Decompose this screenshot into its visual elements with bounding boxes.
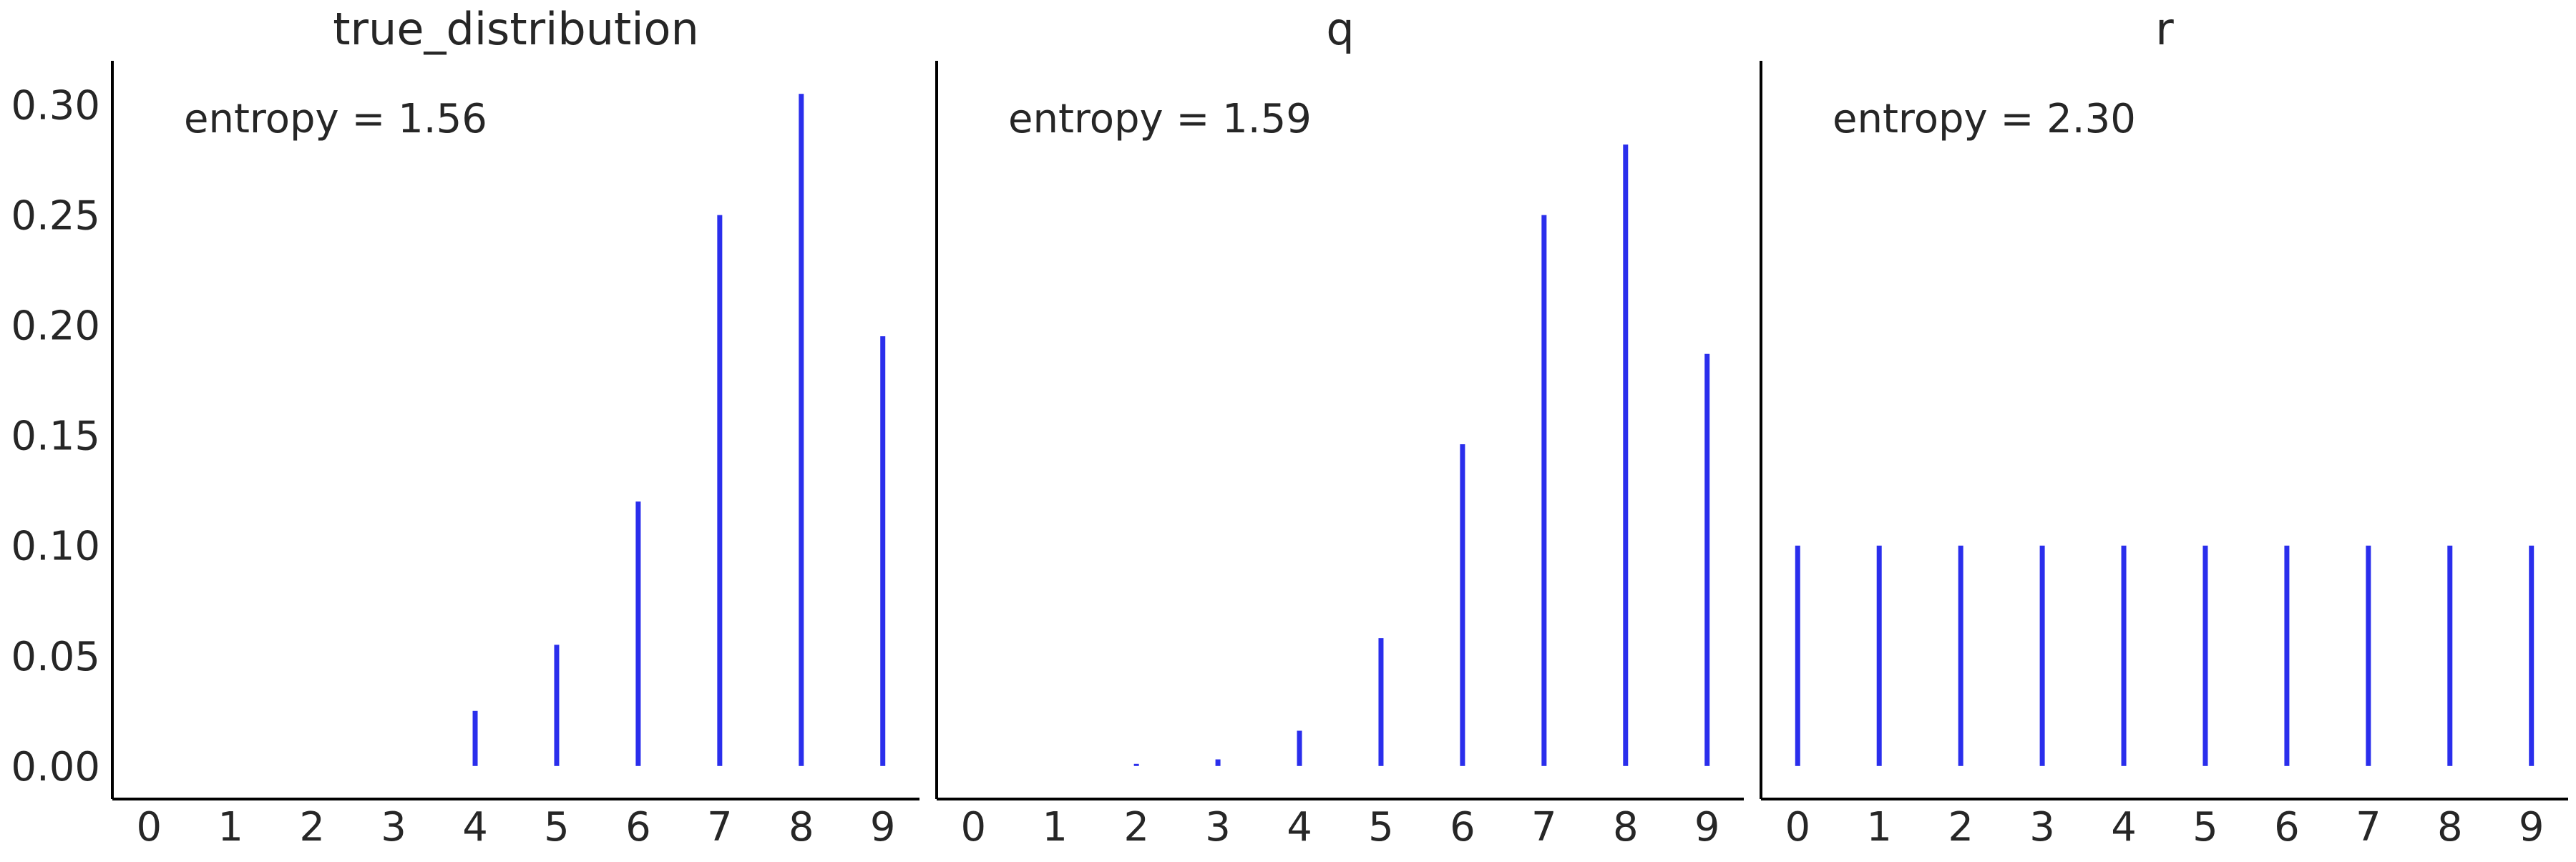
- bar: [1297, 730, 1302, 766]
- panel-title: q: [1326, 3, 1354, 55]
- panel-title: true_distribution: [333, 3, 699, 55]
- x-tick-label: 3: [2029, 804, 2055, 851]
- bar: [2284, 545, 2290, 766]
- bar: [2366, 545, 2371, 766]
- x-tick-label: 9: [870, 804, 896, 851]
- y-tick-label: 0.00: [11, 744, 100, 790]
- y-tick-label: 0.30: [11, 83, 100, 129]
- x-tick-label: 5: [544, 804, 570, 851]
- x-tick-label: 6: [1450, 804, 1475, 851]
- bar: [1215, 759, 1221, 766]
- entropy-annotation: entropy = 1.56: [184, 96, 487, 142]
- x-tick-label: 3: [1205, 804, 1231, 851]
- bar: [1541, 215, 1547, 766]
- x-tick-label: 9: [2519, 804, 2545, 851]
- bar: [2529, 545, 2534, 766]
- x-tick-label: 8: [2437, 804, 2463, 851]
- bar: [1704, 353, 1710, 766]
- x-tick-label: 8: [1613, 804, 1639, 851]
- x-tick-label: 1: [1042, 804, 1068, 851]
- bar: [717, 215, 723, 766]
- bar: [1623, 145, 1629, 766]
- y-tick-label: 0.20: [11, 303, 100, 350]
- x-tick-label: 2: [1948, 804, 1974, 851]
- x-tick-label: 2: [1123, 804, 1149, 851]
- bar: [880, 336, 886, 766]
- y-tick-label: 0.15: [11, 413, 100, 460]
- x-tick-label: 7: [1531, 804, 1557, 851]
- x-tick-label: 1: [218, 804, 243, 851]
- x-tick-label: 1: [1866, 804, 1892, 851]
- x-tick-label: 2: [299, 804, 325, 851]
- bar: [799, 94, 804, 766]
- entropy-annotation: entropy = 2.30: [1833, 96, 2136, 142]
- bar: [2447, 545, 2453, 766]
- bar: [2121, 545, 2127, 766]
- x-tick-label: 6: [625, 804, 651, 851]
- bar: [1795, 545, 1800, 766]
- bar: [635, 501, 641, 766]
- x-tick-label: 7: [2356, 804, 2381, 851]
- x-tick-label: 0: [1785, 804, 1810, 851]
- bar: [554, 645, 560, 766]
- x-tick-label: 8: [789, 804, 814, 851]
- entropy-annotation: entropy = 1.59: [1008, 96, 1312, 142]
- bar: [1378, 638, 1384, 766]
- panel-title: r: [2155, 3, 2174, 55]
- bar: [2202, 545, 2208, 766]
- bar: [1460, 444, 1465, 766]
- x-tick-label: 4: [462, 804, 488, 851]
- bar: [1876, 545, 1882, 766]
- x-tick-label: 5: [1368, 804, 1394, 851]
- y-tick-label: 0.25: [11, 193, 100, 240]
- y-tick-label: 0.05: [11, 634, 100, 680]
- x-tick-label: 7: [707, 804, 733, 851]
- x-tick-label: 5: [2192, 804, 2218, 851]
- x-tick-label: 0: [136, 804, 162, 851]
- y-tick-label: 0.10: [11, 524, 100, 570]
- x-tick-label: 0: [960, 804, 986, 851]
- x-tick-label: 4: [1287, 804, 1312, 851]
- bar: [1133, 763, 1139, 766]
- bar: [472, 710, 478, 766]
- bar: [2039, 545, 2045, 766]
- x-tick-label: 6: [2274, 804, 2300, 851]
- x-tick-label: 9: [1694, 804, 1720, 851]
- x-tick-label: 4: [2111, 804, 2137, 851]
- x-tick-label: 3: [381, 804, 406, 851]
- bar: [1958, 545, 1963, 766]
